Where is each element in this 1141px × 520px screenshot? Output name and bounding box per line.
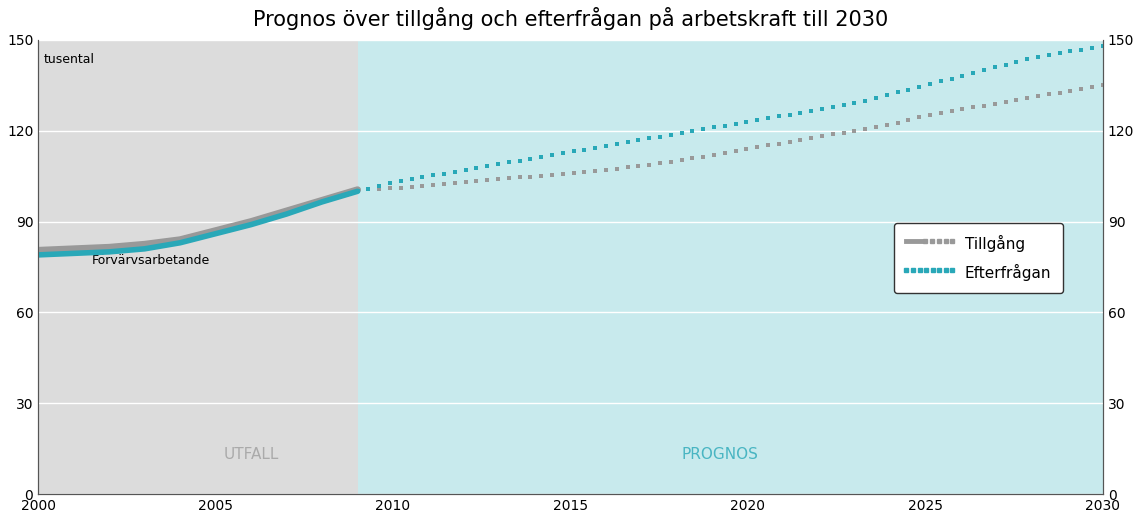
- Text: tusental: tusental: [43, 54, 95, 67]
- Text: UTFALL: UTFALL: [224, 447, 278, 462]
- Title: Prognos över tillgång och efterfrågan på arbetskraft till 2030: Prognos över tillgång och efterfrågan på…: [253, 7, 888, 30]
- Text: Förvärvsarbetande: Förvärvsarbetande: [91, 254, 210, 267]
- Bar: [357, 40, 1103, 494]
- Text: PROGNOS: PROGNOS: [681, 447, 758, 462]
- Legend: Tillgång, Efterfrågan: Tillgång, Efterfrågan: [895, 223, 1063, 293]
- Bar: [38, 40, 357, 494]
